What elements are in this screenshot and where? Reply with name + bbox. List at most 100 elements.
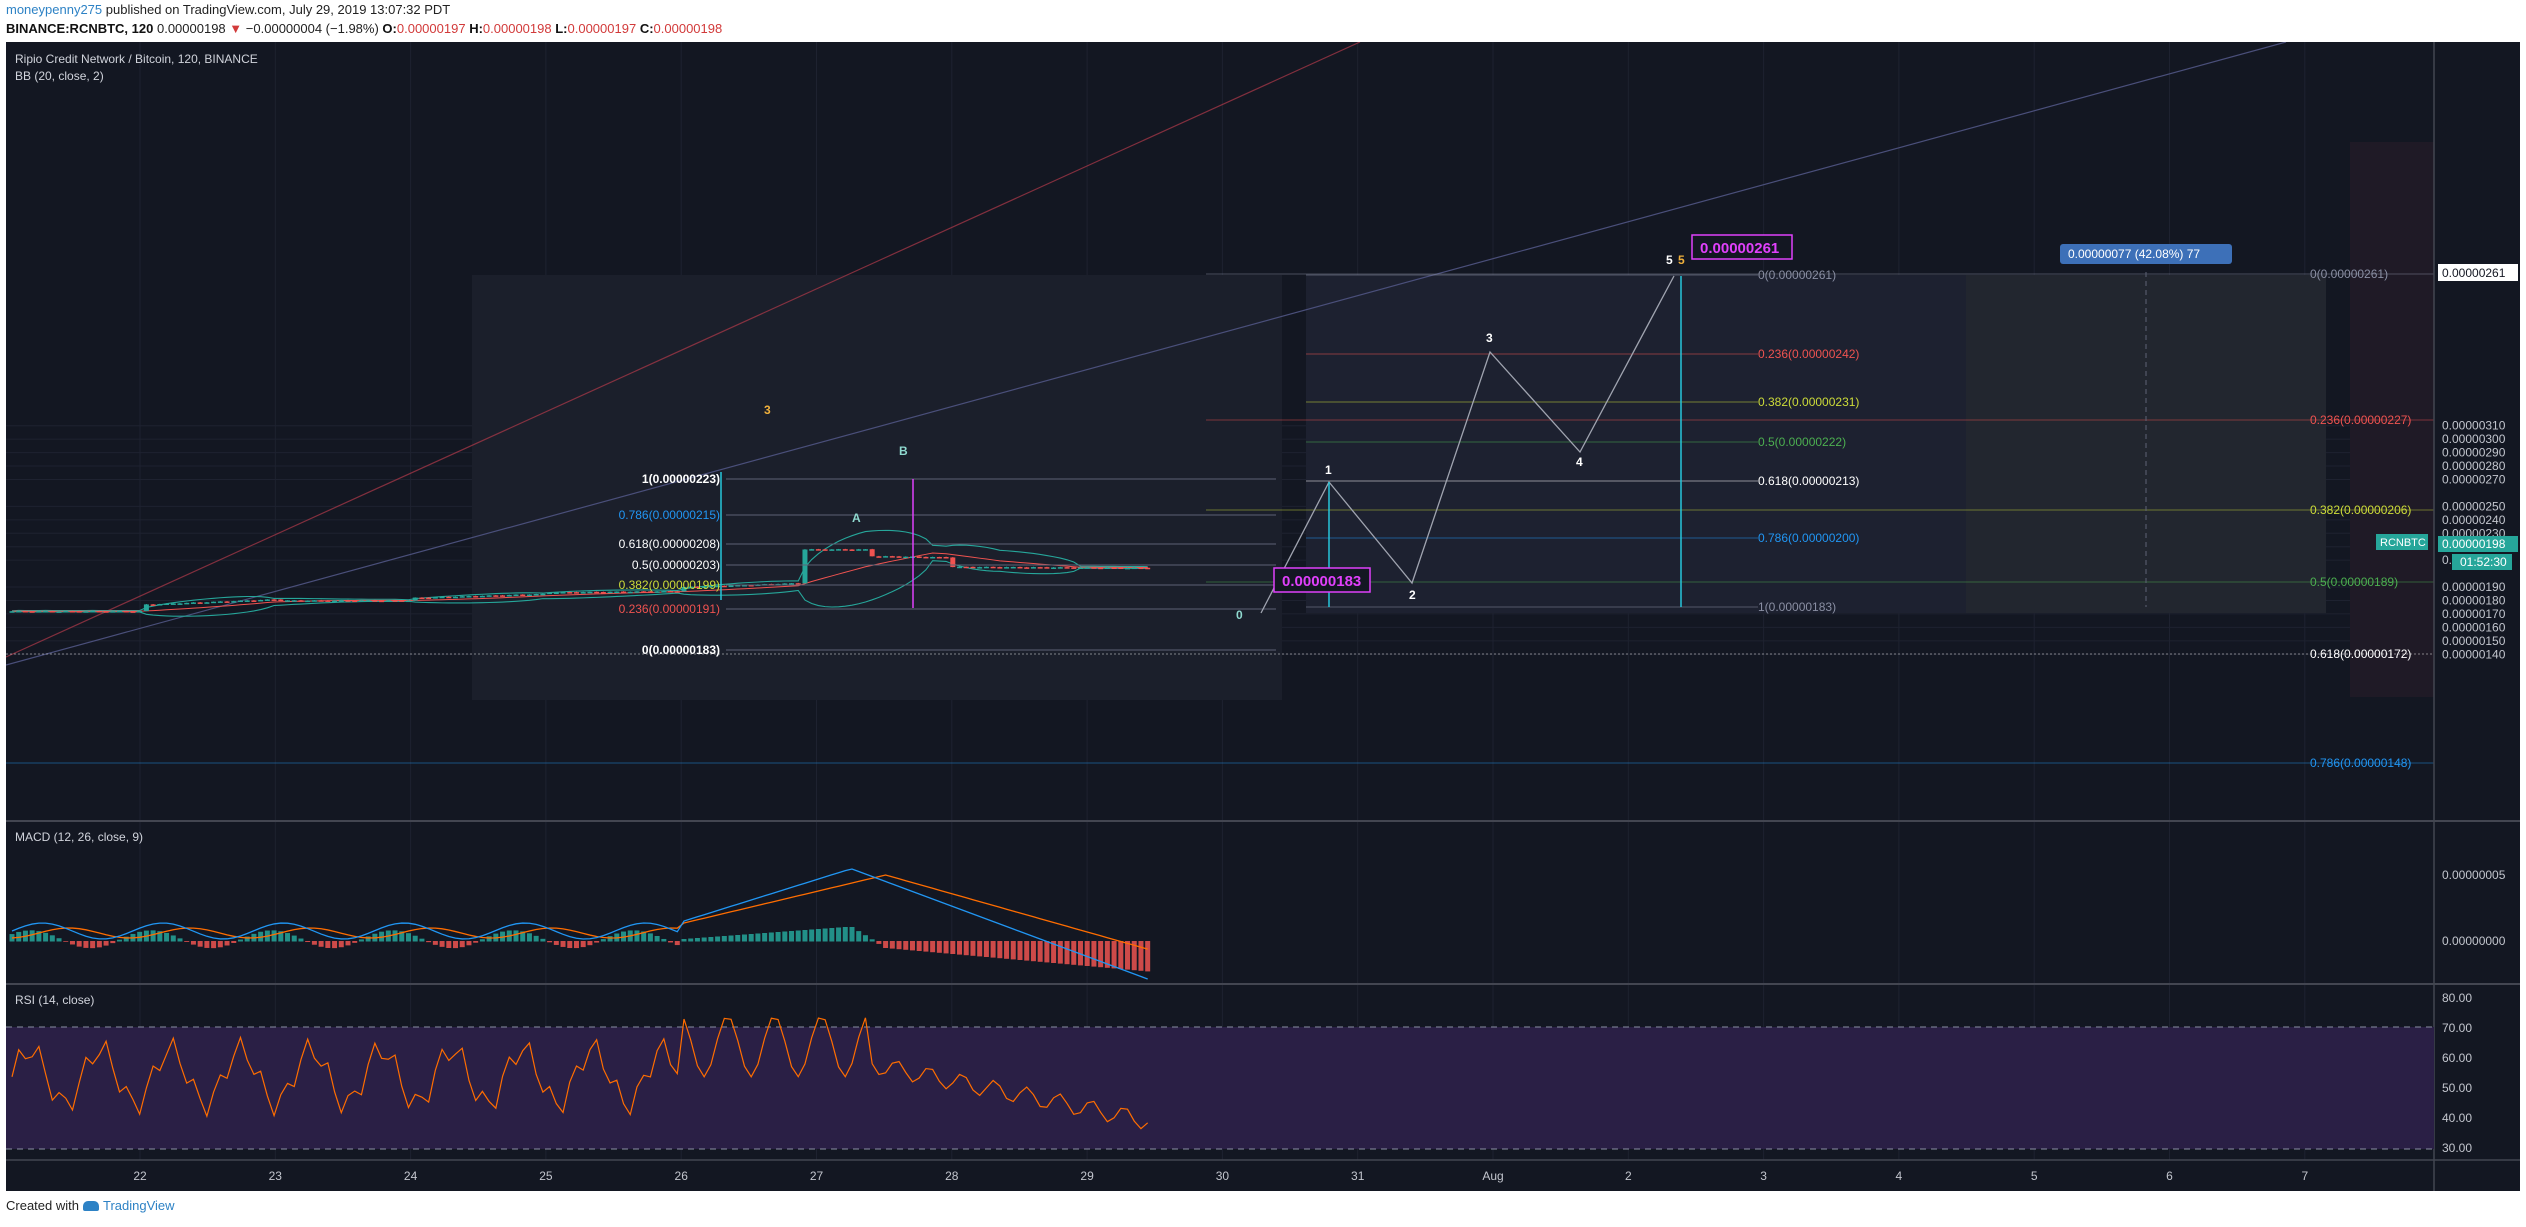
candle-body [641,591,647,593]
bb-label[interactable]: BB (20, close, 2) [15,69,104,83]
candle-body [1044,567,1050,569]
macd-histogram-bar [1125,941,1131,970]
macd-histogram-bar [486,936,492,942]
date-tick: 25 [539,1169,553,1183]
candle-body [405,600,411,603]
candle-body [1104,567,1110,570]
candle-body [466,596,472,598]
macd-histogram-bar [1030,941,1036,962]
down-arrow-icon: ▼ [229,21,243,36]
macd-histogram-bar [352,941,358,943]
macd-histogram-bar [634,930,640,942]
candle-body [1145,567,1151,570]
macd-histogram-bar [439,941,445,947]
macd-tick: 0.00000005 [2442,868,2506,882]
date-tick: 29 [1080,1169,1094,1183]
price-tick: 0.00000170 [2442,607,2506,621]
fib-left-label: 1(0.00000223) [642,472,720,486]
symbol-badge[interactable] [2376,534,2428,550]
candle-body [1091,567,1097,569]
macd-label[interactable]: MACD (12, 26, close, 9) [15,830,143,844]
price-tick: 0.00000150 [2442,634,2506,648]
candle-body [815,549,821,551]
candle-body [721,585,727,588]
macd-histogram-bar [1138,941,1144,971]
author-link[interactable]: moneypenny275 [6,2,103,17]
macd-histogram-bar [117,939,123,942]
tradingview-link[interactable]: TradingView [102,1198,175,1213]
macd-histogram-bar [271,930,277,942]
candle-body [285,600,291,602]
target-callout[interactable] [1691,234,1793,260]
candle-body [963,566,969,569]
candle-body [567,592,573,594]
macd-histogram-bar [190,941,196,945]
candle-body [1071,567,1077,569]
macd-histogram-bar [836,927,842,942]
candle-body [150,604,156,606]
macd-histogram-bar [170,935,176,942]
date-tick: Aug [1482,1169,1503,1183]
candle-body [809,549,815,551]
chart-area[interactable]: 1(0.00000223) 0.786(0.00000215) 0.618(0.00… [6,42,2520,1191]
price-axis[interactable]: 0.000003100.000003000.000002900.00000280… [2442,419,2506,1155]
macd-histogram-bar [970,941,976,956]
time-axis[interactable]: 22 23 24 25 26 27 28 29 30 31 Aug 2 3 4 5 6 7 [133,1169,2308,1183]
bollinger-bands [11,529,1148,617]
wave-label-1: 1 [1325,463,1332,477]
macd-histogram-bar [889,941,895,949]
wave-label-2: 2 [1409,588,1416,602]
macd-histogram-bar [795,930,801,942]
macd-histogram-bar [479,939,485,942]
candle-body [43,611,49,613]
candle-body [237,600,243,603]
macd-histogram-bar [862,935,868,942]
candle-body [930,556,936,559]
macd-histogram-bar [69,941,75,945]
candle-body [520,594,526,597]
candle-body [76,611,82,613]
tradingview-logo-icon [82,1200,99,1211]
macd-histogram-bar [1017,941,1023,960]
candle-body [63,611,69,613]
candle-body [1118,567,1124,570]
fib-right-label: 0.236(0.00000227) [2310,413,2411,427]
candle-body [842,549,848,551]
candle-body [224,601,230,603]
macd-histogram-bar [594,941,600,943]
date-tick: 23 [269,1169,283,1183]
macd-histogram-bar [701,937,707,942]
fib-zone-left [472,275,1282,700]
candle-body [318,600,324,602]
rsi-tick: 30.00 [2442,1141,2472,1155]
price-tick: 0.00000140 [2442,647,2506,661]
macd-histogram-bar [903,941,909,950]
macd-histogram-bar [526,933,532,942]
candle-body [190,602,196,604]
candle-body [278,599,284,601]
rsi-label[interactable]: RSI (14, close) [15,993,94,1007]
macd-histogram-bar [1024,941,1030,961]
candle-body [231,601,237,603]
macd-histogram-bar [600,939,606,942]
macd-histogram-bar [291,935,297,942]
candle-body [69,611,75,613]
macd-histogram-bar [305,941,311,943]
macd-histogram-bar [876,941,882,944]
publish-line: moneypenny275 published on TradingView.c… [6,2,450,17]
measure-callout[interactable] [2060,244,2232,264]
wave-label-5: 5 [1666,253,1673,267]
macd-histogram-bar [1010,941,1016,960]
target-price-badge [2438,264,2518,281]
macd-line [11,868,1148,980]
symbol-badge-text: RCNBTC [2380,537,2426,549]
macd-histogram-bar [822,928,828,942]
candle-body [1030,567,1036,569]
price-change: −0.00000004 (−1.98%) [245,21,379,36]
macd-histogram-bar [90,941,96,949]
candle-body [916,556,922,559]
bb-basis [11,552,1148,612]
low-callout[interactable] [1273,567,1371,593]
candle-body [694,586,700,589]
wave-label-b: B [899,444,908,458]
